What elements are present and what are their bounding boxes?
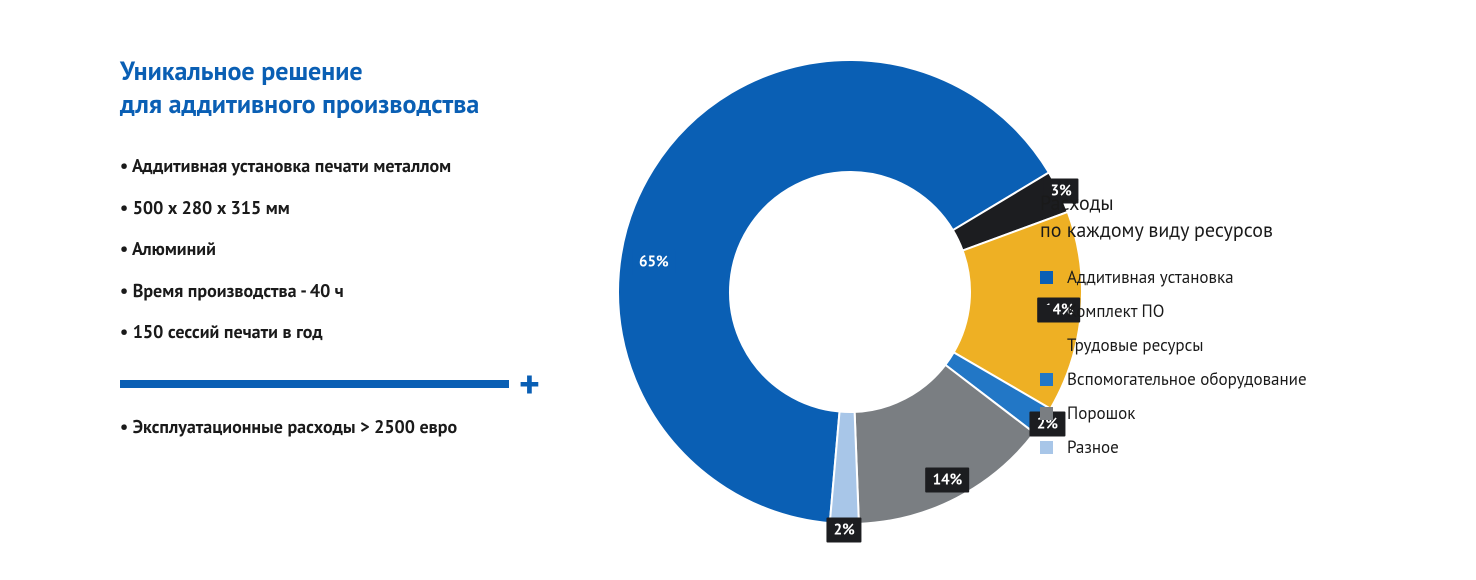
legend-title-line2: по каждому виду ресурсов <box>1040 217 1273 243</box>
legend-label: Аддитивная установка <box>1067 266 1234 288</box>
legend: Расходы по каждому виду ресурсов Аддитив… <box>1040 190 1400 470</box>
legend-title: Расходы по каждому виду ресурсов <box>1040 190 1400 244</box>
extra-cost-line: Эксплуатационные расходы > 2500 евро <box>120 415 540 438</box>
spec-bullet: Время производства - 40 ч <box>120 280 540 302</box>
legend-item: Порошок <box>1040 402 1400 424</box>
legend-swatch <box>1040 339 1053 352</box>
legend-item: Комплект ПО <box>1040 300 1400 322</box>
plus-icon: + <box>519 372 540 396</box>
legend-label: Трудовые ресурсы <box>1067 334 1204 356</box>
headline-line1: Уникальное решение <box>120 55 363 88</box>
legend-label: Комплект ПО <box>1067 300 1164 322</box>
donut-chart: 65%3%14%2%14%2% <box>590 22 1110 542</box>
donut-svg <box>590 22 1110 562</box>
legend-item: Трудовые ресурсы <box>1040 334 1400 356</box>
slice-value-label: 14% <box>926 468 970 493</box>
headline-line2: для аддитивного производства <box>120 88 479 121</box>
divider-line <box>120 380 509 388</box>
legend-label: Вспомогательное оборудование <box>1067 368 1307 390</box>
divider-row: + <box>120 369 540 399</box>
legend-label: Разное <box>1067 436 1119 458</box>
legend-swatch <box>1040 271 1053 284</box>
legend-title-line1: Расходы <box>1040 190 1114 216</box>
legend-item: Разное <box>1040 436 1400 458</box>
slice-value-label: 2% <box>827 517 862 542</box>
infographic-page: Уникальное решение для аддитивного произ… <box>0 0 1476 580</box>
spec-bullets: Аддитивная установка печати металлом 500 … <box>120 155 540 343</box>
legend-swatch <box>1040 305 1053 318</box>
spec-bullet: 150 сессий печати в год <box>120 321 540 343</box>
legend-item: Аддитивная установка <box>1040 266 1400 288</box>
legend-swatch <box>1040 373 1053 386</box>
headline: Уникальное решение для аддитивного произ… <box>120 56 540 121</box>
spec-bullet: 500 х 280 х 315 мм <box>120 197 540 219</box>
legend-items: Аддитивная установка Комплект ПО Трудовые … <box>1040 266 1400 458</box>
legend-swatch <box>1040 407 1053 420</box>
spec-bullet: Аддитивная установка печати металлом <box>120 155 540 177</box>
slice-value-label: 65% <box>632 250 676 275</box>
legend-swatch <box>1040 441 1053 454</box>
spec-bullet: Алюминий <box>120 238 540 260</box>
legend-item: Вспомогательное оборудование <box>1040 368 1400 390</box>
legend-label: Порошок <box>1067 402 1135 424</box>
left-column: Уникальное решение для аддитивного произ… <box>120 56 540 438</box>
